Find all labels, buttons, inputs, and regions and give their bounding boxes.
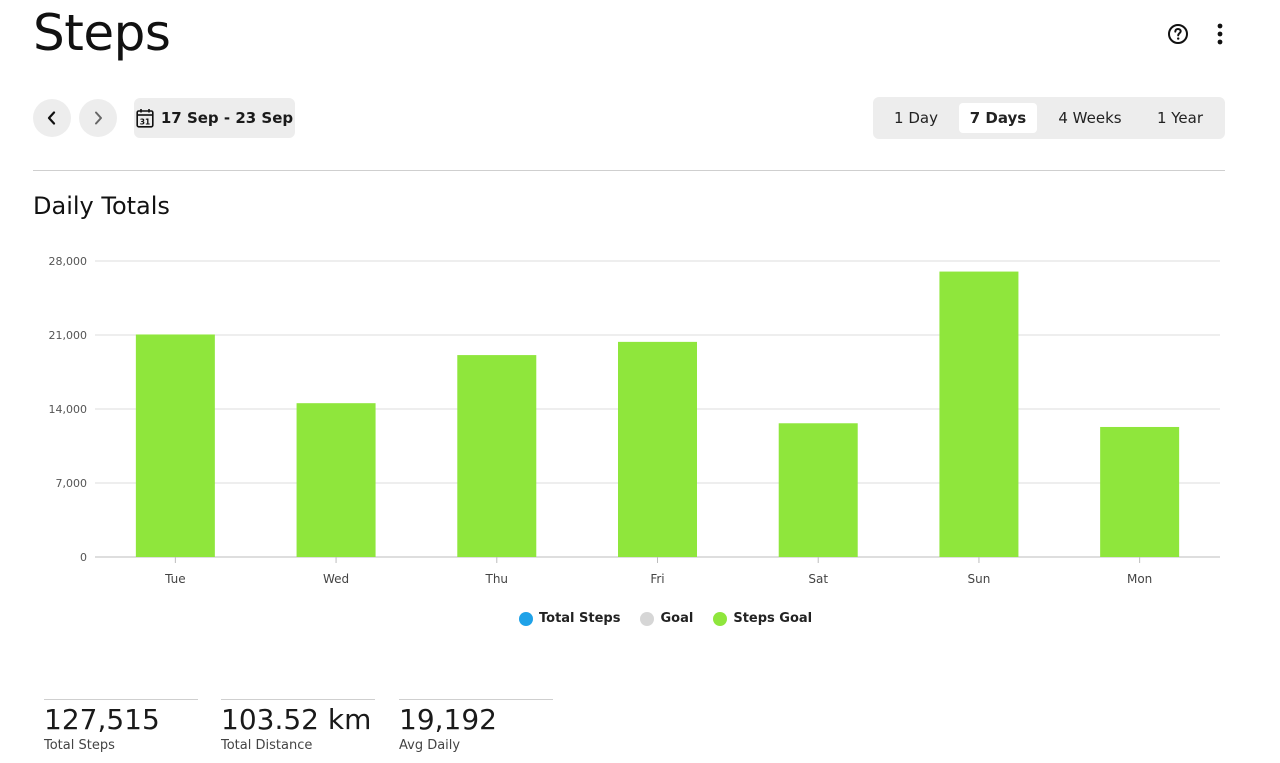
date-range-button[interactable]: 31 17 Sep - 23 Sep	[134, 98, 295, 138]
stat-total-steps: 127,515 Total Steps	[44, 699, 198, 753]
legend-item-goal[interactable]: Goal	[640, 611, 693, 626]
stat-value: 127,515	[44, 703, 160, 736]
y-tick-label: 0	[80, 551, 87, 564]
x-tick-label: Tue	[164, 572, 186, 586]
stat-total-distance: 103.52 km Total Distance	[221, 699, 375, 753]
legend-dot-goal	[640, 611, 655, 626]
help-icon[interactable]	[1164, 20, 1192, 48]
date-range-label: 17 Sep - 23 Sep	[160, 109, 294, 127]
x-tick-label: Sun	[968, 572, 991, 586]
legend-label-goal: Goal	[660, 611, 694, 626]
stat-avg-daily: 19,192 Avg Daily	[399, 699, 553, 753]
bar[interactable]	[1100, 426, 1180, 557]
y-tick-label: 21,000	[49, 329, 88, 342]
bar[interactable]	[618, 341, 697, 557]
header-divider	[33, 170, 1225, 171]
bar[interactable]	[939, 271, 1019, 557]
page-title: Steps	[33, 4, 171, 62]
more-vertical-icon[interactable]	[1206, 20, 1234, 48]
range-option-4-weeks[interactable]: 4 Weeks	[1058, 109, 1122, 127]
legend-label-total-steps: Total Steps	[539, 611, 621, 626]
range-selector: 1 Day 7 Days 4 Weeks 1 Year	[873, 97, 1225, 139]
range-option-1-year[interactable]: 1 Year	[1156, 109, 1204, 127]
legend-dot-total-steps	[519, 611, 533, 626]
calendar-icon: 31	[136, 109, 154, 128]
chevron-right-icon	[95, 111, 102, 125]
legend-dot-steps-goal	[713, 611, 728, 626]
bar[interactable]	[135, 334, 215, 557]
x-tick-label: Wed	[323, 572, 349, 586]
stat-value: 103.52 km	[221, 703, 372, 736]
y-tick-label: 14,000	[49, 403, 88, 416]
range-option-7-days[interactable]: 7 Days	[959, 103, 1037, 133]
y-tick-label: 28,000	[49, 255, 88, 268]
stat-label: Total Steps	[44, 738, 115, 753]
legend-item-total-steps[interactable]: Total Steps	[519, 611, 620, 626]
x-tick-label: Mon	[1127, 572, 1152, 586]
bar[interactable]	[778, 423, 858, 557]
daily-totals-chart: 0 7,000 14,000 21,000 28,000 Tue Wed Thu Fri Sat S…	[49, 255, 1220, 586]
legend-label-steps-goal: Steps Goal	[733, 611, 813, 626]
bar[interactable]	[296, 403, 376, 557]
section-title: Daily Totals	[33, 192, 170, 220]
bar[interactable]	[457, 355, 537, 557]
legend-item-steps-goal[interactable]: Steps Goal	[713, 611, 812, 626]
chevron-left-icon	[47, 111, 56, 125]
x-tick-label: Thu	[485, 572, 509, 586]
range-option-1-day[interactable]: 1 Day	[894, 109, 938, 127]
previous-period-button[interactable]	[33, 99, 71, 137]
y-tick-label: 7,000	[56, 477, 88, 490]
stat-value: 19,192	[399, 703, 497, 736]
next-period-button[interactable]	[79, 99, 117, 137]
chart-legend: Total Steps Goal Steps Goal	[519, 611, 812, 626]
x-tick-label: Sat	[808, 572, 828, 586]
x-tick-label: Fri	[650, 572, 664, 586]
svg-text:31: 31	[140, 117, 150, 126]
stat-label: Total Distance	[221, 738, 313, 753]
stat-label: Avg Daily	[399, 738, 461, 753]
